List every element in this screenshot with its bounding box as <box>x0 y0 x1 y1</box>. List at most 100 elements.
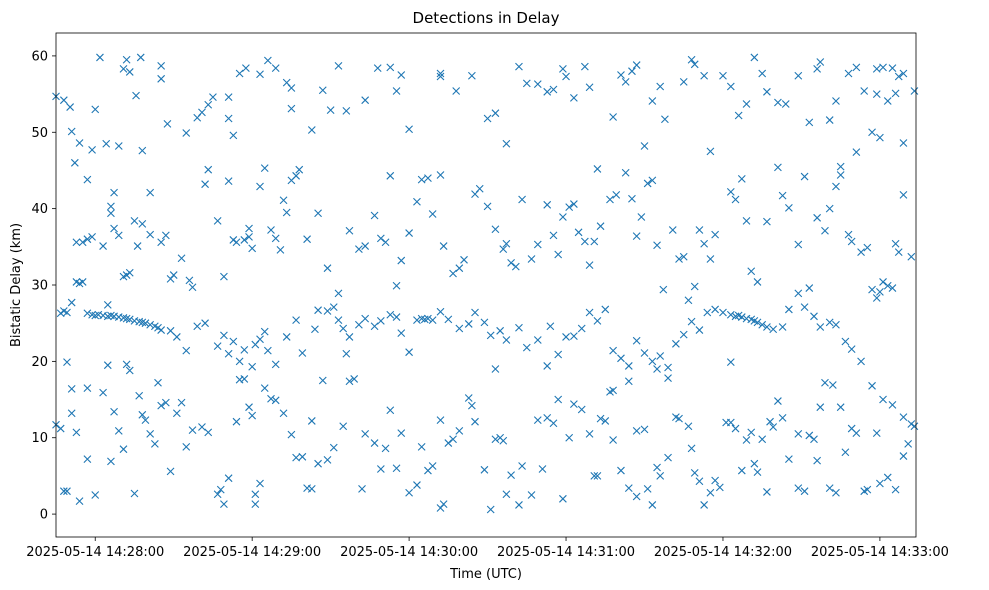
detection-point <box>805 118 814 127</box>
detection-point <box>245 224 253 233</box>
detection-point <box>439 500 448 509</box>
detection-point <box>659 285 668 294</box>
detection-point <box>825 484 834 493</box>
detection-point <box>245 233 253 241</box>
detection-point <box>464 394 473 402</box>
detection-point <box>731 424 740 433</box>
detection-point <box>546 322 555 331</box>
detection-point <box>868 381 876 390</box>
detection-point <box>872 294 881 302</box>
detection-point <box>774 163 782 172</box>
detection-point <box>96 53 104 62</box>
detection-point <box>311 325 319 334</box>
detection-point <box>483 202 492 211</box>
detection-point <box>883 281 892 290</box>
detection-point <box>664 374 672 383</box>
detection-point <box>860 87 869 95</box>
detection-point <box>668 226 677 234</box>
detection-point <box>114 142 123 150</box>
detection-point <box>695 326 704 334</box>
detection-point <box>852 148 861 157</box>
detection-point <box>413 197 421 206</box>
detection-point <box>376 317 385 325</box>
detection-point <box>784 305 793 314</box>
detection-point <box>549 85 558 94</box>
detection-point <box>334 61 343 70</box>
detection-point <box>828 381 837 389</box>
detection-point <box>198 108 206 117</box>
detection-point <box>601 417 610 425</box>
detection-point <box>664 363 672 372</box>
detection-point <box>428 210 437 218</box>
detection-point <box>110 407 118 416</box>
detection-point <box>370 322 379 331</box>
detection-point <box>687 55 696 64</box>
detection-point <box>292 171 300 180</box>
detection-point <box>182 443 191 451</box>
detection-point <box>220 331 228 340</box>
detection-point <box>596 414 605 423</box>
detection-point <box>821 378 829 387</box>
detection-point <box>455 324 464 333</box>
detection-point <box>715 483 724 492</box>
detection-point <box>428 462 437 470</box>
detection-point <box>774 98 782 107</box>
detection-point <box>872 429 881 438</box>
detection-point <box>580 62 589 71</box>
detection-point <box>102 139 111 148</box>
detection-point <box>899 69 908 78</box>
detection-point <box>624 484 633 493</box>
detection-point <box>287 104 296 113</box>
detection-point <box>133 242 142 250</box>
detection-point <box>282 333 291 341</box>
x-tick-label: 2025-05-14 14:32:00 <box>654 545 792 560</box>
detection-point <box>67 298 76 307</box>
detection-point <box>114 231 123 240</box>
detection-point <box>141 319 150 328</box>
detection-point <box>763 217 771 226</box>
detection-point <box>216 485 225 494</box>
detection-point <box>872 65 881 73</box>
detection-point <box>63 358 71 367</box>
detection-point <box>894 72 903 81</box>
detection-point <box>816 403 825 412</box>
detection-point <box>888 401 897 409</box>
detection-point <box>460 255 468 264</box>
detection-point <box>342 349 351 358</box>
detection-point <box>648 357 657 366</box>
detection-point <box>876 287 884 296</box>
detection-point <box>172 409 181 418</box>
detection-point <box>640 142 649 150</box>
detection-point <box>307 485 316 493</box>
detection-point <box>711 230 720 239</box>
detection-point <box>499 436 508 445</box>
detection-point <box>836 171 845 179</box>
detection-point <box>758 435 767 444</box>
x-tick-label: 2025-05-14 14:28:00 <box>26 545 164 560</box>
detection-point <box>204 428 213 437</box>
detection-point <box>122 55 131 64</box>
x-axis-label: Time (UTC) <box>449 567 522 582</box>
detection-point <box>554 250 563 259</box>
detection-point <box>687 317 696 326</box>
detection-point <box>841 448 850 457</box>
plot-frame <box>55 32 917 538</box>
detection-point <box>172 333 181 341</box>
y-tick-label: 10 <box>31 431 48 446</box>
detection-point <box>240 236 249 244</box>
detection-point <box>99 388 107 397</box>
detection-point <box>569 200 578 208</box>
detection-point <box>298 349 307 357</box>
detection-point <box>376 234 385 243</box>
detection-point <box>276 245 285 254</box>
detection-point <box>719 308 727 317</box>
detection-point <box>161 231 170 240</box>
detection-point <box>706 147 715 156</box>
detection-point <box>329 303 338 312</box>
detection-point <box>899 139 908 147</box>
detection-point <box>334 316 343 325</box>
detection-point <box>424 314 432 323</box>
detection-point <box>464 320 473 328</box>
detection-point <box>632 336 641 345</box>
detection-point <box>527 491 536 499</box>
